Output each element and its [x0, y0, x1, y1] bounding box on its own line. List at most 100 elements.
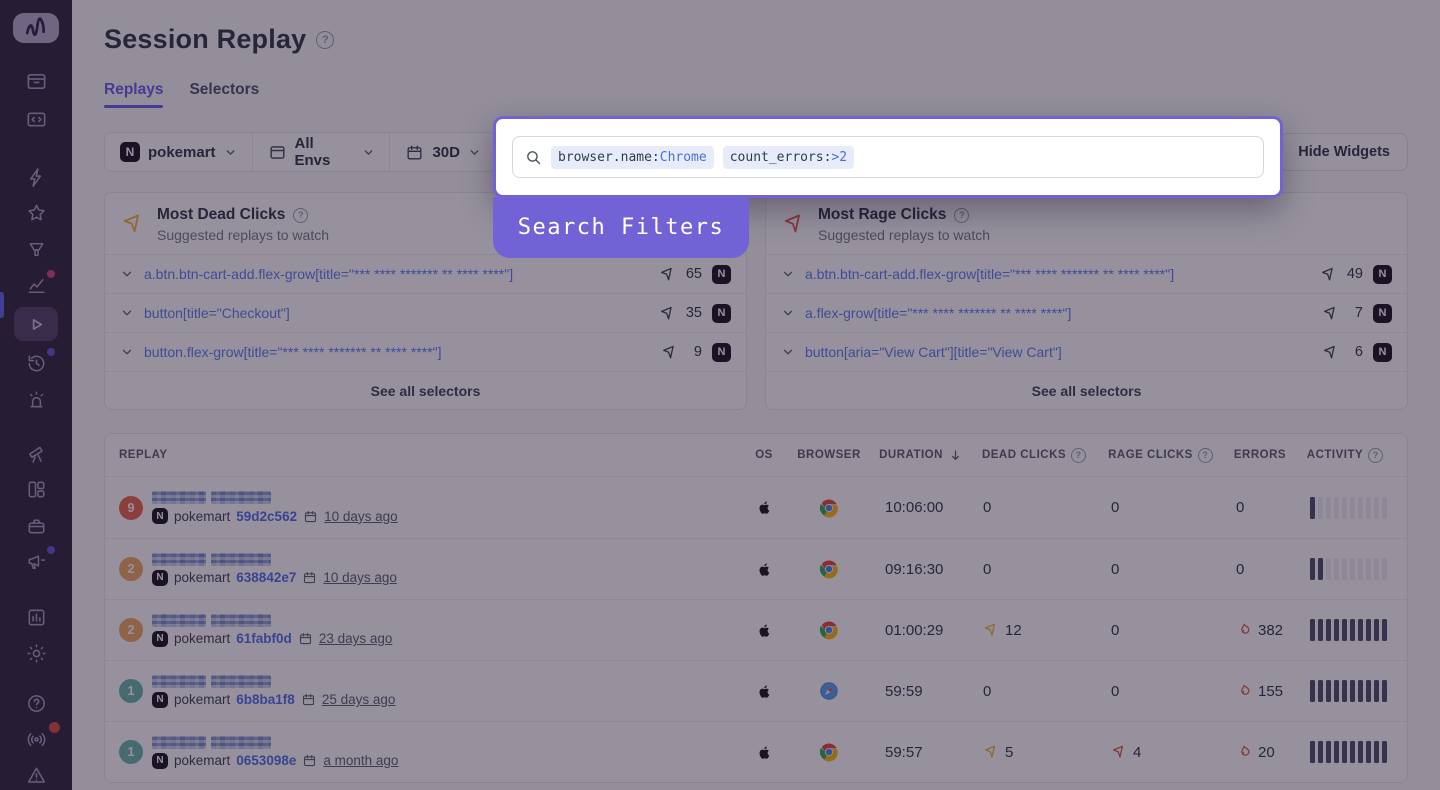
session-age[interactable]: 25 days ago [321, 692, 396, 707]
dead-clicks-cell: 12 [970, 622, 1098, 639]
session-age[interactable]: a month ago [323, 753, 399, 768]
session-age[interactable]: 23 days ago [318, 631, 393, 646]
sidebar-item-explore[interactable] [15, 439, 57, 467]
rage-click-cursor-icon [1112, 745, 1123, 758]
tab[interactable]: Replays [104, 81, 164, 108]
rage-clicks-cell: 0 [1098, 622, 1223, 639]
os-cell [742, 498, 786, 517]
page-help-icon[interactable] [316, 30, 335, 49]
replay-row[interactable]: 1 N pokemart 0653098e a month ago [105, 721, 1407, 782]
activity-bar [1374, 558, 1379, 580]
project-name: pokemart [174, 508, 231, 524]
date-range-selector[interactable]: 30D [389, 133, 496, 171]
selector-row: button.flex-grow[title="*** **** *******… [105, 332, 746, 371]
errors-value: 382 [1258, 621, 1284, 639]
session-id-link[interactable]: 0653098e [236, 753, 297, 768]
column-header: REPLAY [119, 449, 742, 461]
activity-bar [1382, 496, 1387, 519]
column-help-icon[interactable] [1368, 447, 1384, 463]
redacted-user-name [152, 674, 395, 688]
notification-dot [49, 722, 60, 733]
sidebar-item-issues[interactable] [15, 761, 57, 789]
sidebar-item-session-replay[interactable] [14, 307, 58, 341]
replay-row[interactable]: 2 N pokemart 638842e7 10 days ago [105, 538, 1407, 599]
chevron-down-icon [226, 149, 234, 155]
column-help-icon[interactable] [1197, 447, 1213, 463]
sidebar-item-broadcast[interactable] [15, 722, 60, 753]
chevron-down-icon[interactable] [120, 345, 134, 359]
hide-widgets-button[interactable]: Hide Widgets [1280, 133, 1408, 171]
tab[interactable]: Selectors [189, 81, 260, 98]
sidebar-item-funnels[interactable] [15, 235, 57, 263]
activity-bar [1318, 558, 1323, 580]
click-cursor-icon [1324, 345, 1335, 358]
chevron-down-icon[interactable] [120, 306, 134, 320]
search-filter-chip[interactable]: browser.name:Chrome [551, 145, 714, 169]
see-all-selectors-button[interactable]: See all selectors [105, 371, 746, 409]
sidebar-item-dashboards[interactable] [15, 475, 57, 503]
project-badge: N [152, 569, 168, 586]
sidebar-item-metrics[interactable] [15, 270, 57, 299]
chevron-down-icon[interactable] [781, 306, 795, 320]
sort-descending-icon[interactable] [948, 448, 963, 463]
chevron-down-icon [364, 149, 372, 155]
sidebar-item-archive[interactable] [15, 511, 57, 539]
sidebar-item-alerts[interactable] [15, 385, 57, 413]
chevron-down-icon[interactable] [781, 267, 795, 281]
calendar-icon [305, 510, 317, 522]
sidebar-item-starred[interactable] [15, 199, 57, 227]
notification-dot [47, 546, 55, 554]
rage-clicks-cell: 0 [1098, 561, 1223, 578]
session-id-link[interactable]: 59d2c562 [236, 508, 298, 524]
session-id-link[interactable]: 638842e7 [236, 570, 297, 585]
replays-table: REPLAY OS BROWSER DURATION [104, 433, 1408, 783]
column-header: BROWSER [786, 449, 872, 461]
replay-row[interactable]: 9 N pokemart 59d2c562 10 days ago [105, 477, 1407, 538]
search-filter-chip[interactable]: count_errors:>2 [722, 145, 855, 169]
os-cell [742, 682, 786, 701]
activity-cell [1297, 680, 1393, 702]
sidebar-item-help[interactable] [15, 689, 57, 717]
apple-os-icon [759, 623, 769, 637]
filter-key: count_errors: [729, 149, 832, 165]
sidebar-item-settings[interactable] [15, 639, 57, 667]
widget-help-icon[interactable] [954, 207, 970, 223]
chevron-down-icon[interactable] [781, 345, 795, 359]
activity-bar [1310, 496, 1315, 519]
chrome-browser-icon [819, 621, 838, 640]
session-age[interactable]: 10 days ago [324, 508, 398, 524]
sidebar-item-reports[interactable] [15, 603, 57, 631]
sidebar-item-history[interactable] [15, 348, 57, 377]
app-logo[interactable] [13, 13, 59, 43]
column-header: DEAD CLICKS [970, 447, 1098, 463]
column-help-icon[interactable] [1071, 447, 1087, 463]
errors-cell: 155 [1223, 683, 1297, 700]
see-all-selectors-button[interactable]: See all selectors [766, 371, 1407, 409]
sidebar-item-errors[interactable] [15, 163, 57, 191]
sidebar-item-code-directory[interactable] [15, 105, 57, 133]
sidebar-item-announcements[interactable] [15, 546, 57, 575]
session-age[interactable]: 10 days ago [323, 570, 397, 585]
inbox-icon [27, 73, 45, 89]
search-input[interactable]: browser.name:Chrome count_errors:>2 [512, 136, 1264, 178]
toolbar: N pokemart All Envs 30D Hide Widgets [104, 132, 1408, 172]
session-id-link[interactable]: 61fabf0d [236, 631, 292, 646]
column-label: OS [755, 449, 773, 461]
dead-clicks-value: 0 [983, 682, 992, 700]
activity-bar [1334, 619, 1339, 641]
activity-bar [1334, 558, 1339, 580]
replay-row[interactable]: 2 N pokemart 61fabf0d 23 days ago [105, 599, 1407, 660]
selector-row: button[title="Checkout"] 35 N [105, 293, 746, 332]
chevron-down-icon[interactable] [120, 267, 134, 281]
os-cell [742, 621, 786, 640]
code-folder-icon [27, 111, 45, 127]
session-id-link[interactable]: 6b8ba1f8 [236, 692, 295, 707]
sidebar-item-inbox[interactable] [15, 67, 57, 95]
replay-row[interactable]: 1 N pokemart 6b8ba1f8 25 days ago [105, 660, 1407, 721]
duration-cell: 59:57 [885, 743, 923, 761]
widget-help-icon[interactable] [293, 207, 309, 223]
project-name: pokemart [174, 631, 231, 646]
env-selector[interactable]: All Envs [251, 133, 390, 171]
project-selector[interactable]: N pokemart [105, 133, 252, 171]
activity-bar [1366, 741, 1371, 763]
